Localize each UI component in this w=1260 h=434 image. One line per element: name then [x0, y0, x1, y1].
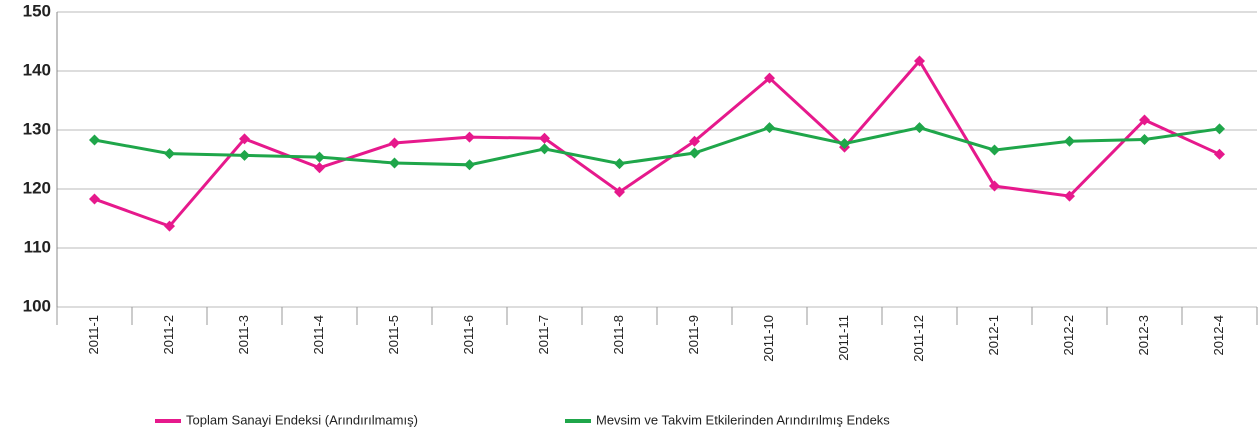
data-point [239, 149, 250, 161]
data-point [689, 147, 700, 159]
x-tick-label: 2011-4 [311, 315, 326, 355]
data-point [164, 148, 175, 160]
legend-label: Mevsim ve Takvim Etkilerinden Arındırılm… [596, 412, 890, 427]
data-point [839, 138, 850, 150]
x-tick-label: 2012-4 [1211, 315, 1226, 355]
data-point [764, 72, 775, 84]
x-tick-label: 2011-12 [911, 315, 926, 362]
series-line [94, 126, 1220, 167]
y-tick-label: 150 [23, 1, 51, 20]
data-point [464, 131, 475, 143]
data-point [89, 134, 100, 146]
x-tick-label: 2011-1 [86, 315, 101, 355]
data-point [389, 157, 400, 169]
y-tick-label: 100 [23, 296, 51, 315]
data-point [989, 180, 1000, 192]
data-point [1214, 148, 1225, 160]
y-tick-label: 120 [23, 178, 51, 197]
x-tick-label: 2011-7 [536, 315, 551, 355]
data-point [1214, 123, 1225, 135]
legend-label: Toplam Sanayi Endeksi (Arındırılmamış) [186, 412, 418, 427]
data-point [389, 137, 400, 149]
data-point [539, 143, 550, 155]
data-point [314, 151, 325, 163]
data-point [764, 122, 775, 134]
x-tick-label: 2012-1 [986, 315, 1001, 355]
data-point [1064, 135, 1075, 147]
data-point [164, 220, 175, 232]
data-point [614, 186, 625, 198]
data-point [314, 162, 325, 174]
data-point [539, 132, 550, 144]
y-tick-label: 110 [24, 237, 51, 256]
x-tick-label: 2012-3 [1136, 315, 1151, 355]
data-point [989, 144, 1000, 156]
x-tick-label: 2011-10 [761, 315, 776, 362]
x-tick-label: 2011-2 [161, 315, 176, 355]
x-tick-label: 2012-2 [1061, 315, 1076, 355]
data-point [614, 158, 625, 170]
x-tick-label: 2011-8 [611, 315, 626, 355]
y-tick-label: 140 [23, 60, 51, 79]
data-point [914, 122, 925, 134]
data-point [914, 55, 925, 67]
x-tick-label: 2011-3 [236, 315, 251, 355]
data-point [89, 193, 100, 205]
data-point [1139, 114, 1150, 126]
data-point [689, 135, 700, 147]
data-point [1139, 133, 1150, 145]
series-line [93, 58, 1221, 228]
data-point [239, 133, 250, 145]
x-tick-label: 2011-5 [386, 315, 401, 355]
data-point [1064, 190, 1075, 202]
y-tick-label: 130 [23, 119, 51, 138]
x-tick-label: 2011-11 [836, 315, 851, 361]
x-tick-label: 2011-6 [461, 315, 476, 355]
data-point [464, 159, 475, 171]
x-tick-label: 2011-9 [686, 315, 701, 355]
